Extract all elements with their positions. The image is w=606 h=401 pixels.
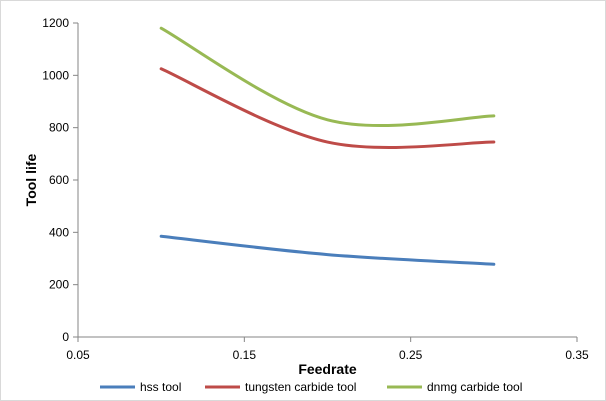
legend-label-0: hss tool [140,380,181,394]
y-axis-title: Tool life [23,153,39,206]
x-tick-label: 0.35 [565,348,589,362]
y-tick-label: 400 [49,225,69,239]
series-line-2 [159,26,496,128]
x-axis-title: Feedrate [298,361,357,377]
x-tick-label: 0.05 [66,348,90,362]
axes [77,23,577,338]
legend-label-2: dnmg carbide tool [427,380,522,394]
y-tick-label: 800 [49,121,69,135]
series-line-0 [159,234,496,266]
y-tick-label: 600 [49,173,69,187]
legend-label-1: tungsten carbide tool [245,380,356,394]
y-tick-label: 0 [62,330,69,344]
ticks: 0 200 400 600 800 1000 1200 0.05 0.15 0.25 0.35 [42,16,589,362]
legend: hss tool tungsten carbide tool dnmg carbid… [100,380,522,394]
y-tick-label: 1000 [42,68,69,82]
y-tick-label: 1200 [42,16,69,30]
x-tick-label: 0.15 [233,348,257,362]
series-line-1 [159,67,496,149]
x-tick-label: 0.25 [399,348,423,362]
y-tick-label: 200 [49,278,69,292]
series-lines [159,26,496,266]
